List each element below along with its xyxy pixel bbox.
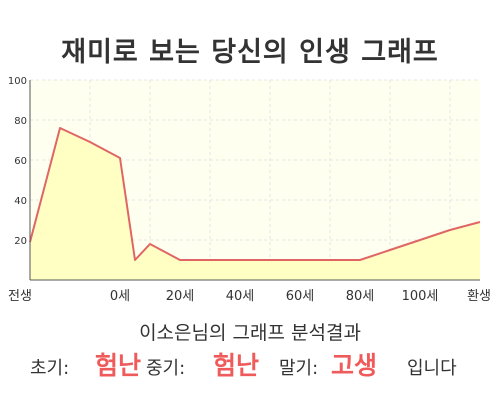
x-tick-label: 100세 xyxy=(402,289,439,304)
y-tick-label: 20 xyxy=(14,236,27,247)
late-value: 고생 xyxy=(331,351,378,380)
x-tick-label: 20세 xyxy=(166,289,195,304)
x-tick-label: 80세 xyxy=(346,289,375,304)
analysis-result: 초기: 험난 중기: 험난 말기: 고생 입니다 xyxy=(0,346,500,380)
analysis-subtitle: 이소은님의 그래프 분석결과 xyxy=(139,322,361,344)
ending-text: 입니다 xyxy=(407,358,457,379)
mid-value: 험난 xyxy=(213,351,260,380)
x-tick-label: 40세 xyxy=(226,289,255,304)
y-tick-label: 60 xyxy=(14,156,27,167)
mid-label: 중기: xyxy=(146,358,186,379)
y-tick-label: 80 xyxy=(14,116,27,127)
y-tick-labels: 20 40 60 80 100 xyxy=(8,76,27,247)
early-label: 초기: xyxy=(30,358,70,379)
y-tick-label: 100 xyxy=(8,76,27,87)
x-tick-label: 0세 xyxy=(110,289,130,304)
x-tick-label: 전생 xyxy=(8,289,32,304)
early-value: 험난 xyxy=(95,351,142,380)
series-line xyxy=(29,127,481,261)
x-tick-labels: 전생 0세 20세 40세 60세 80세 100세 환생 xyxy=(8,289,491,304)
x-tick-label: 환생 xyxy=(467,289,491,304)
late-label: 말기: xyxy=(279,358,319,379)
y-tick-label: 40 xyxy=(14,196,27,207)
x-tick-label: 60세 xyxy=(286,289,315,304)
chart-title: 재미로 보는 당신의 인생 그래프 xyxy=(61,37,439,68)
area-fill xyxy=(30,128,480,280)
